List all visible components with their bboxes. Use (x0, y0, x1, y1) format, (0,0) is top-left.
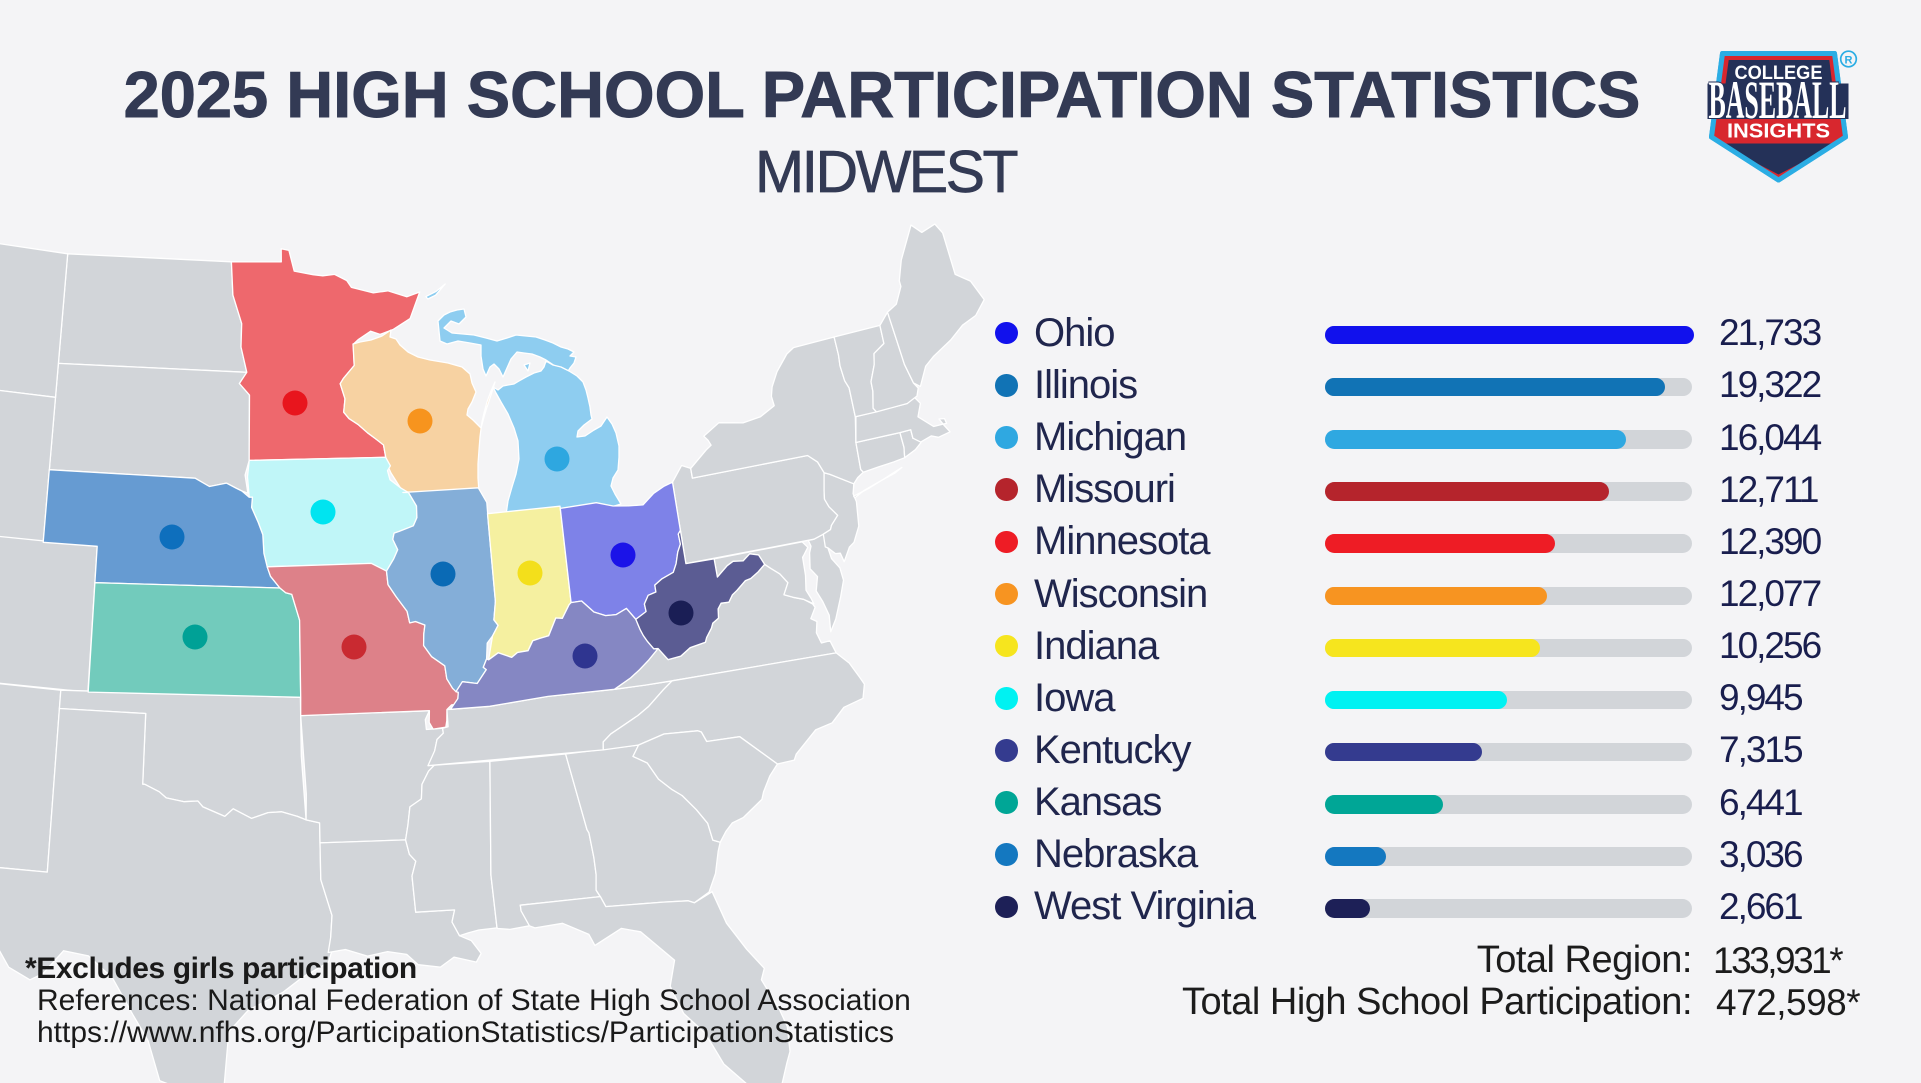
svg-text:BASEBALL: BASEBALL (1709, 71, 1847, 131)
svg-text:COLLEGE: COLLEGE (1735, 62, 1823, 84)
svg-text:INSIGHTS: INSIGHTS (1727, 121, 1830, 143)
svg-text:R: R (1845, 55, 1853, 67)
